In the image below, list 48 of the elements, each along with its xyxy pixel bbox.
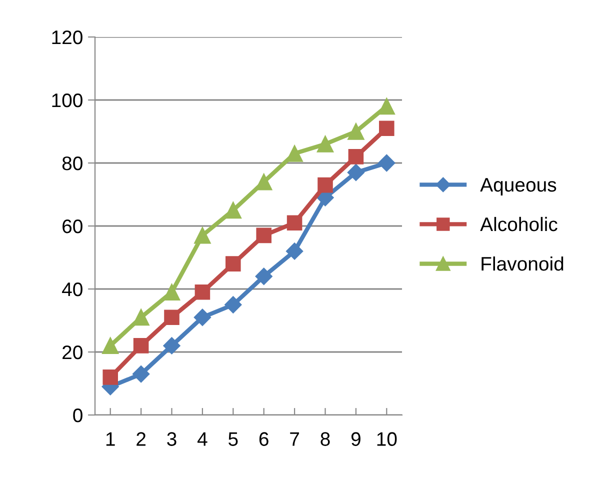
point [194, 308, 211, 326]
y-tick-label: 60 [62, 219, 82, 234]
legend-label: Alcoholic [480, 216, 558, 232]
point [348, 123, 364, 140]
point [132, 366, 150, 383]
point [163, 284, 180, 300]
legend-label: Aqueous [480, 178, 556, 196]
y-tick-label: 0 [73, 408, 82, 422]
point [286, 215, 302, 230]
x-tick-label: 7 [290, 432, 299, 446]
point [194, 227, 211, 244]
point [226, 256, 241, 272]
point [378, 98, 395, 115]
point [224, 202, 242, 219]
y-tick-label: 80 [62, 156, 82, 170]
x-tick-label: 3 [167, 432, 176, 446]
point [133, 338, 149, 354]
x-tick-label: 9 [351, 432, 360, 446]
point [286, 242, 304, 260]
point [102, 337, 119, 354]
x-tick-label: 2 [136, 432, 146, 446]
point [378, 154, 396, 172]
point [318, 177, 333, 193]
point [255, 268, 272, 285]
point [164, 310, 180, 325]
x-tick-label: 8 [320, 432, 330, 446]
legend-label: Flavonoid [482, 256, 564, 271]
point [316, 136, 334, 152]
x-tick-label: 1 [106, 432, 115, 446]
x-tick-label: 5 [228, 432, 238, 446]
point [379, 120, 394, 136]
point [348, 149, 364, 164]
point [347, 164, 364, 181]
x-tick-label: 6 [259, 432, 268, 446]
x-tick-label: 10 [377, 432, 397, 446]
point [224, 296, 242, 314]
y-tick-label: 100 [52, 93, 82, 108]
point [286, 145, 303, 162]
point [132, 309, 150, 326]
point [102, 370, 118, 385]
y-tick-label: 40 [62, 282, 82, 296]
point [256, 228, 272, 244]
y-tick-label: 20 [62, 345, 82, 360]
y-tick-label: 120 [52, 30, 82, 44]
point [194, 284, 210, 300]
point [256, 174, 272, 190]
point [163, 337, 180, 354]
x-tick-label: 4 [197, 432, 208, 446]
